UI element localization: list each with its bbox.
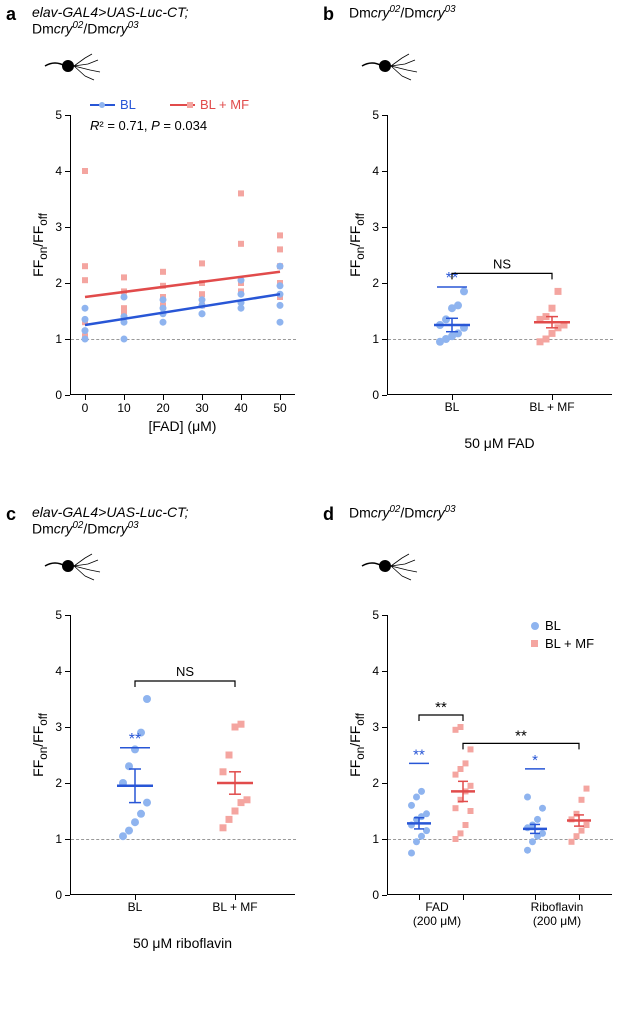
cat-mf: BL + MF: [512, 400, 592, 414]
panel-b-genotype: Dmcry02/Dmcry03: [349, 4, 456, 21]
legend-d: BL BL + MF: [527, 618, 627, 658]
plot-c-svg: ** NS: [70, 615, 295, 895]
panel-d: d Dmcry02/Dmcry03 ******* FFon/FFoff FAD…: [317, 500, 634, 1010]
neuron-icon: [40, 48, 110, 84]
panel-b-label: b: [323, 4, 334, 25]
plot-b-svg: **NS: [387, 115, 612, 395]
panel-b: b Dmcry02/Dmcry03 **NS FFon/FFoff 50 μM …: [317, 0, 634, 460]
neuron-icon: [357, 548, 427, 584]
neuron-icon: [357, 48, 427, 84]
svg-text:**: **: [413, 746, 425, 763]
panel-c-genotype: elav-GAL4>UAS-Luc-CT; Dmcry02/Dmcry03: [32, 504, 189, 537]
plot-a-svg: [70, 115, 295, 395]
svg-text:NS: NS: [176, 664, 194, 679]
panel-a: a elav-GAL4>UAS-Luc-CT; Dmcry02/Dmcry03 …: [0, 0, 317, 460]
panel-d-label: d: [323, 504, 334, 525]
svg-text:**: **: [129, 731, 141, 748]
cat-ribo: Riboflavin(200 μM): [507, 900, 607, 928]
panel-d-genotype: Dmcry02/Dmcry03: [349, 504, 456, 521]
legend-a: BL BL + MF: [90, 95, 300, 115]
xlabel-b: 50 μM FAD: [387, 435, 612, 451]
xlabel-c: 50 μM riboflavin: [70, 935, 295, 951]
panel-c-label: c: [6, 504, 16, 525]
cat-mf: BL + MF: [195, 900, 275, 914]
svg-text:BL: BL: [545, 618, 561, 633]
svg-text:*: *: [532, 752, 538, 769]
legend-bl: BL: [120, 97, 136, 112]
svg-text:BL + MF: BL + MF: [545, 636, 594, 651]
cat-bl: BL: [105, 900, 165, 914]
svg-text:NS: NS: [493, 256, 511, 271]
legend-mf: BL + MF: [200, 97, 249, 112]
panel-a-genotype: elav-GAL4>UAS-Luc-CT; Dmcry02/Dmcry03: [32, 4, 189, 37]
xlabel-a: [FAD] (μM): [70, 418, 295, 434]
panel-a-label: a: [6, 4, 16, 25]
panel-c: c elav-GAL4>UAS-Luc-CT; Dmcry02/Dmcry03 …: [0, 500, 317, 1010]
svg-text:**: **: [435, 699, 447, 716]
cat-bl: BL: [422, 400, 482, 414]
svg-text:**: **: [515, 727, 527, 744]
neuron-icon: [40, 548, 110, 584]
cat-fad: FAD(200 μM): [392, 900, 482, 928]
